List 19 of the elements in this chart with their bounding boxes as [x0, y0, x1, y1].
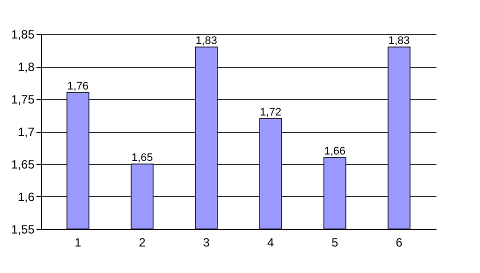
x-tick-label: 2	[138, 236, 146, 250]
x-tick-label: 3	[203, 236, 210, 250]
data-label: 1,65	[131, 152, 153, 164]
y-tick-label: 1,85	[11, 28, 35, 42]
y-tick-label: 1,55	[11, 222, 35, 236]
y-tick-label: 1,8	[18, 60, 35, 74]
x-tick-label: 6	[396, 236, 403, 250]
y-tick-label: 1,6	[18, 190, 35, 204]
data-label: 1,76	[67, 80, 89, 92]
data-label: 1,83	[196, 35, 218, 47]
x-tick-label: 4	[267, 236, 274, 250]
y-tick-label: 1,7	[18, 125, 35, 139]
data-label: 1,72	[260, 106, 282, 118]
data-label: 1,66	[324, 146, 346, 158]
data-label: 1,83	[388, 35, 410, 47]
x-tick-label: 5	[332, 236, 338, 250]
y-tick-label: 1,75	[11, 92, 35, 106]
y-tick-label: 1,65	[11, 158, 35, 172]
x-tick-label: 1	[74, 236, 82, 250]
